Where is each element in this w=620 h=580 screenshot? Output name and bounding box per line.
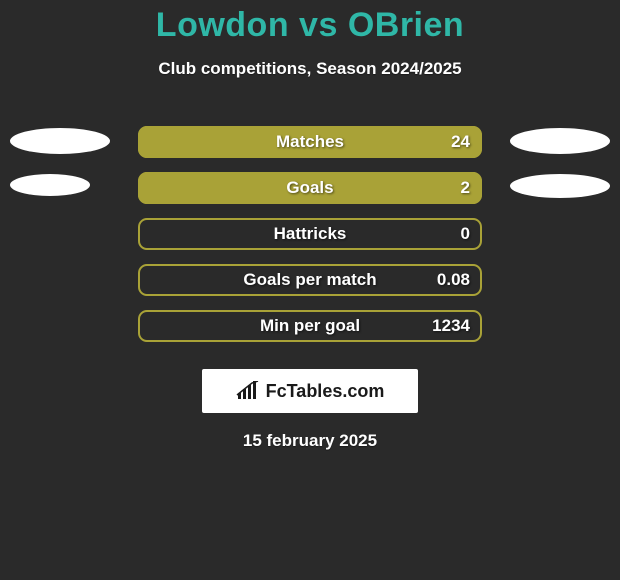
- stat-label: Matches: [138, 126, 482, 158]
- stat-bar: Min per goal1234: [138, 310, 482, 342]
- brand-text: FcTables.com: [266, 381, 385, 402]
- player1-oval: [10, 128, 110, 154]
- stat-row: Matches24: [0, 121, 620, 167]
- stat-value: 0.08: [437, 264, 470, 296]
- stat-label: Hattricks: [138, 218, 482, 250]
- stat-row: Goals2: [0, 167, 620, 213]
- brand-badge[interactable]: FcTables.com: [202, 369, 418, 413]
- stat-value: 1234: [432, 310, 470, 342]
- stat-label: Min per goal: [138, 310, 482, 342]
- stat-bar: Hattricks0: [138, 218, 482, 250]
- player1-oval: [10, 174, 90, 196]
- chart-icon: [236, 381, 260, 401]
- stat-row: Hattricks0: [0, 213, 620, 259]
- subtitle: Club competitions, Season 2024/2025: [0, 59, 620, 79]
- player2-oval: [510, 174, 610, 198]
- brand-inner: FcTables.com: [236, 381, 385, 402]
- player2-name: OBrien: [348, 6, 464, 44]
- stat-bar: Goals per match0.08: [138, 264, 482, 296]
- stat-value: 24: [451, 126, 470, 158]
- page-title: Lowdon vs OBrien: [0, 0, 620, 45]
- stat-bar: Matches24: [138, 126, 482, 158]
- stat-value: 2: [461, 172, 470, 204]
- stat-bar: Goals2: [138, 172, 482, 204]
- date-text: 15 february 2025: [0, 431, 620, 451]
- stat-label: Goals: [138, 172, 482, 204]
- stat-row: Goals per match0.08: [0, 259, 620, 305]
- stat-row: Min per goal1234: [0, 305, 620, 351]
- stat-label: Goals per match: [138, 264, 482, 296]
- player2-oval: [510, 128, 610, 154]
- vs-text: vs: [299, 6, 338, 44]
- stats-list: Matches24 Goals2 Hattricks0 Goals per match…: [0, 121, 620, 351]
- stat-value: 0: [461, 218, 470, 250]
- comparison-card: Lowdon vs OBrien Club competitions, Seas…: [0, 0, 620, 580]
- player1-name: Lowdon: [156, 6, 289, 44]
